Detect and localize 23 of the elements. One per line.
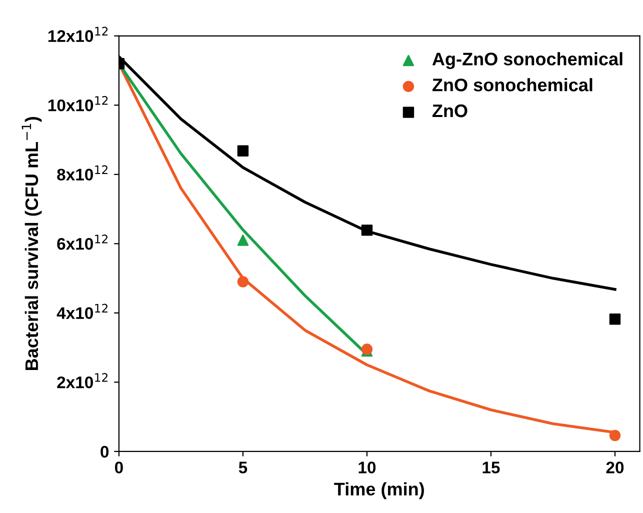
x-tick-label: 0 <box>114 462 123 474</box>
y-tick-label: 12x10$^{12}$ <box>48 26 108 42</box>
point <box>361 224 373 236</box>
point <box>609 430 621 442</box>
point <box>237 145 249 156</box>
y-tick-label: 4x10$^{12}$ <box>56 304 108 320</box>
legend-label: Ag-ZnO sonochemical <box>432 52 622 70</box>
y-tick-label: 2x10$^{12}$ <box>57 373 108 388</box>
y-tick-label: 0 <box>100 446 109 458</box>
y-axis-title: Bacterial survival (CFU mL$^{−1}$) <box>22 117 42 370</box>
x-tick-label: 20 <box>606 462 624 474</box>
x-tick-label: 15 <box>482 462 500 474</box>
x-tick-label: 5 <box>238 462 248 474</box>
point <box>609 314 621 325</box>
x-tick-label: 10 <box>358 462 376 474</box>
y-tick-label: 6x10$^{12}$ <box>57 234 108 250</box>
x-axis-title: Time (min) <box>334 482 424 500</box>
point <box>237 276 249 288</box>
y-tick-label: 8x10$^{12}$ <box>57 165 108 180</box>
y-tick-label: 10x10$^{12}$ <box>48 96 108 112</box>
legend-label: ZnO sonochemical <box>432 78 592 92</box>
legend-label: ZnO <box>432 104 468 118</box>
point <box>237 234 249 246</box>
